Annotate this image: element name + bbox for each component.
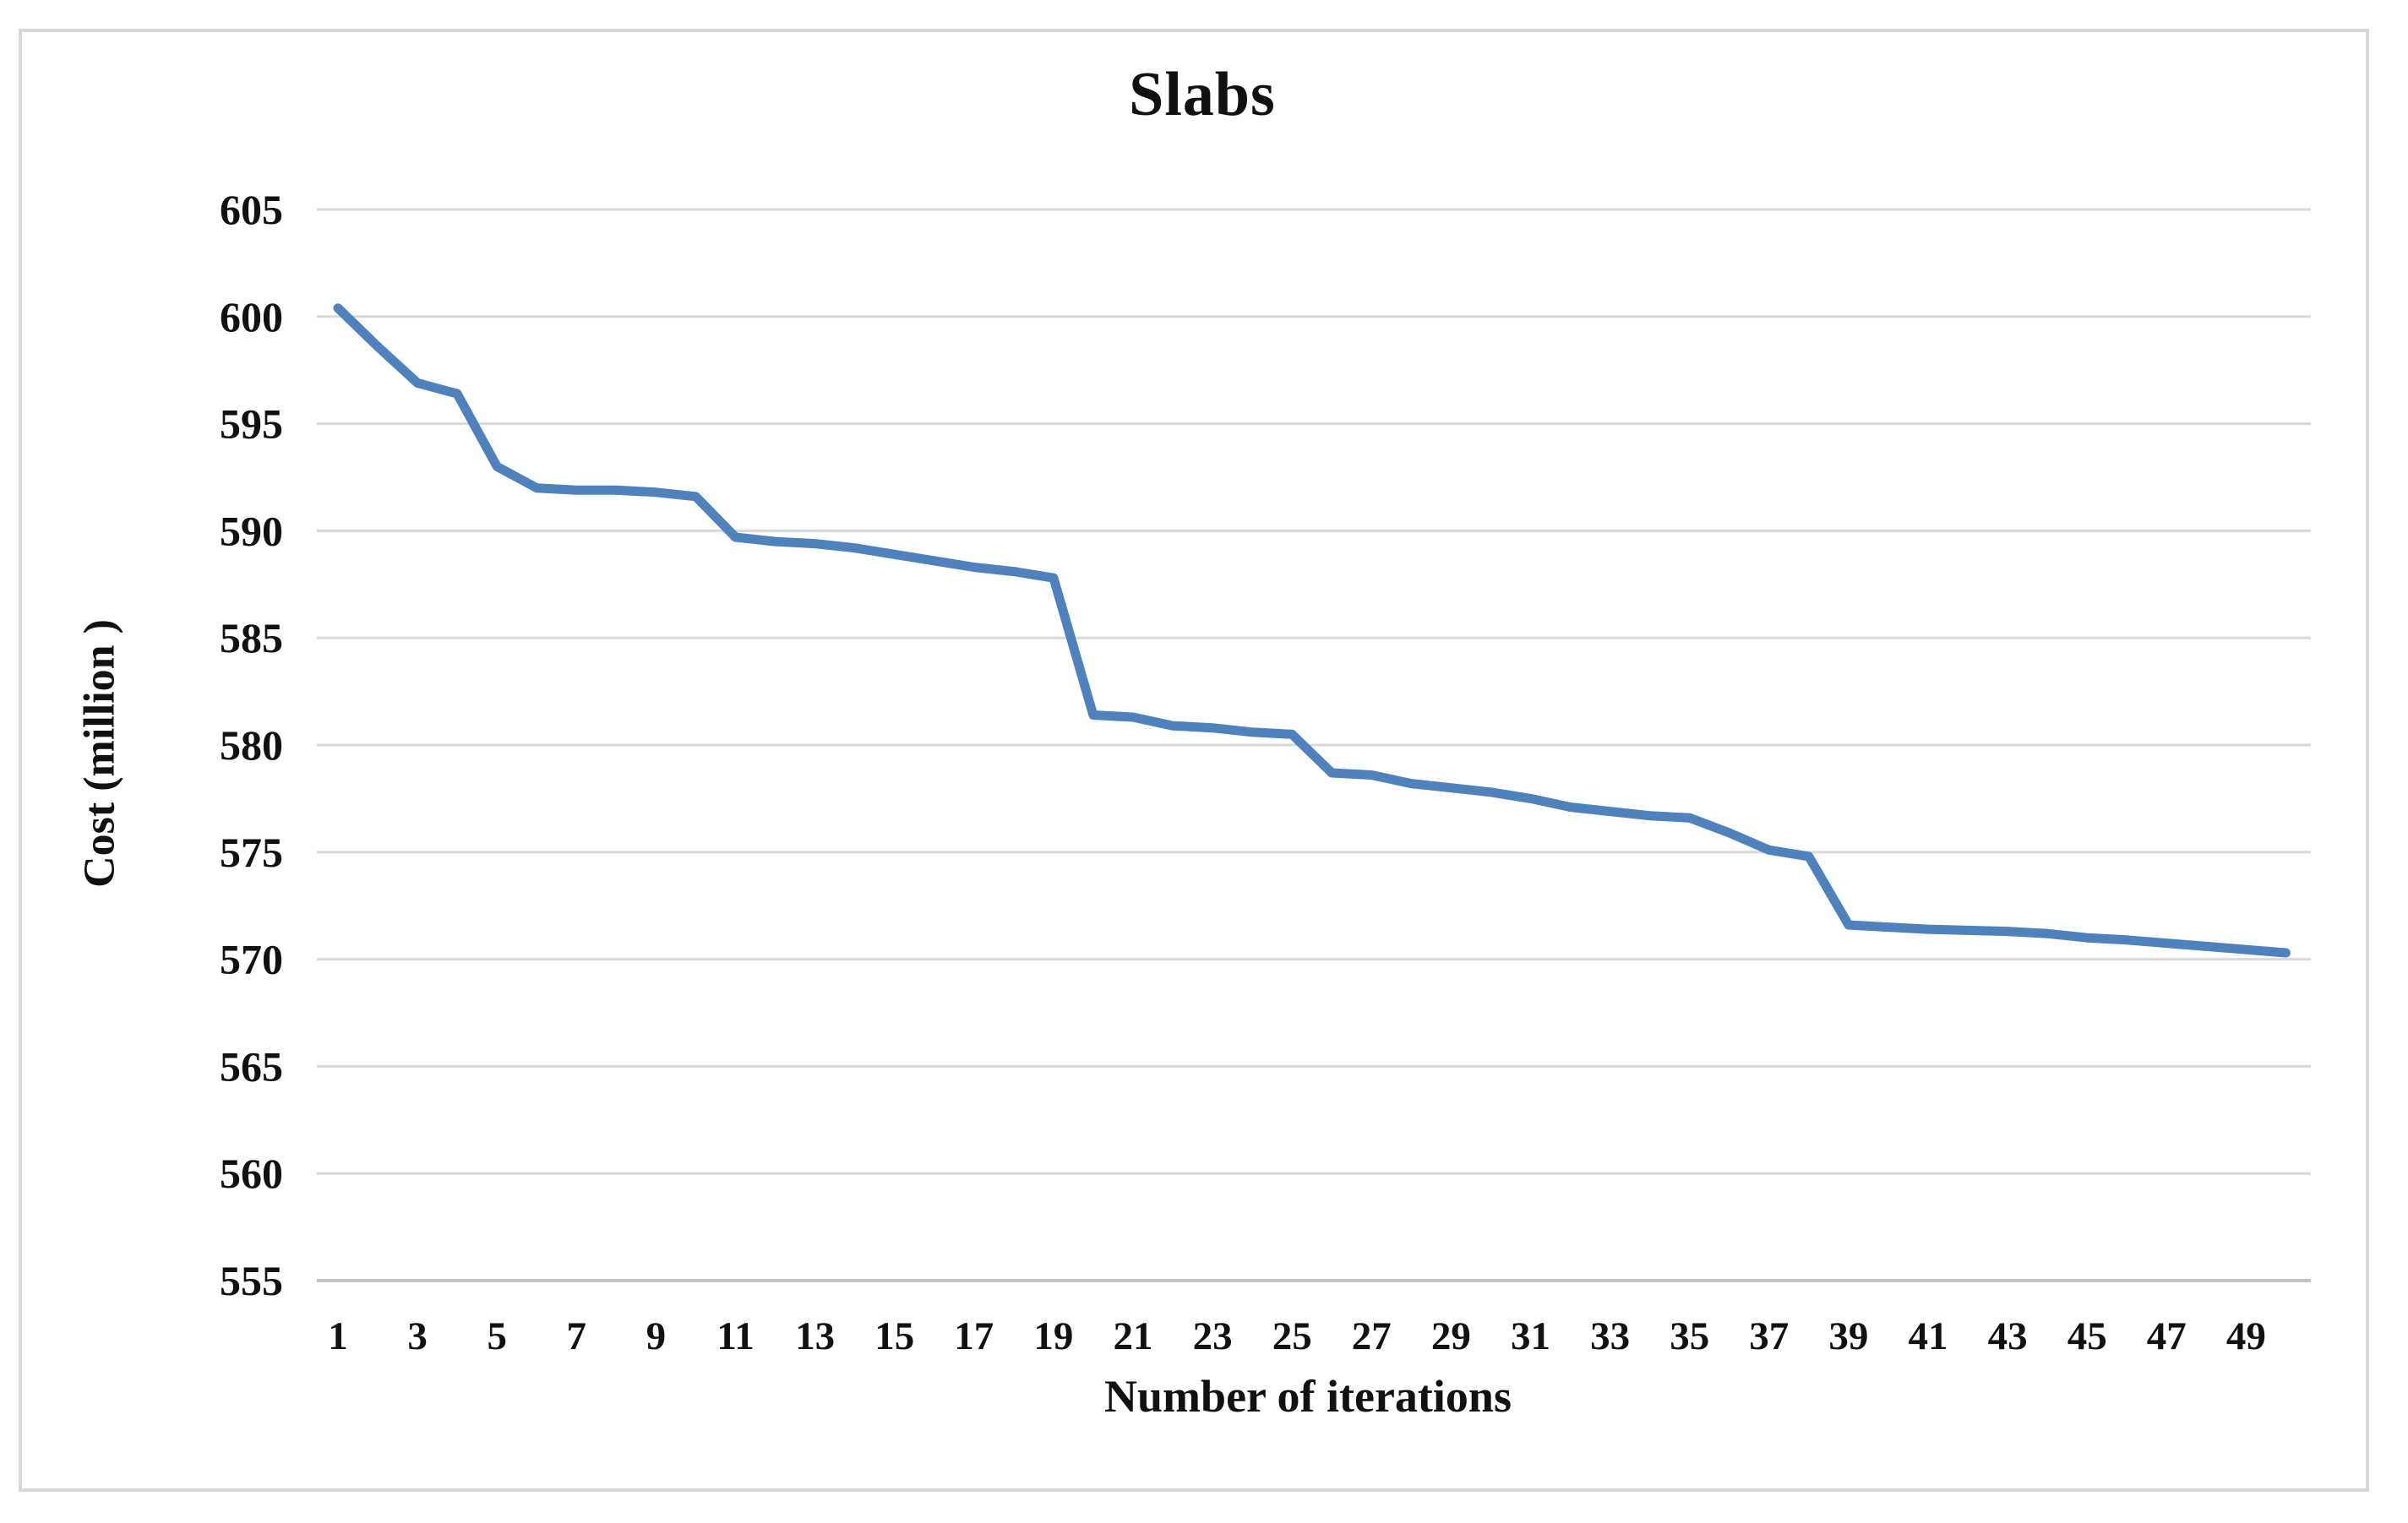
x-tick-label: 25 [1272,1314,1312,1358]
y-tick-label: 570 [220,936,283,983]
x-tick-label: 27 [1352,1314,1392,1358]
y-tick-label: 555 [220,1257,283,1304]
x-tick-label: 43 [1988,1314,2028,1358]
gridlines [317,208,2311,1282]
x-tick-label: 13 [795,1314,835,1358]
x-tick-label: 29 [1431,1314,1471,1358]
x-tick-label: 41 [1909,1314,1948,1358]
y-axis-tick-labels: 605 600 595 590 585 580 575 570 565 560 555 [220,186,283,1304]
y-axis-title: Cost (million ) [75,619,124,888]
chart-outer-border [19,29,2369,1492]
x-tick-label: 21 [1114,1314,1153,1358]
x-tick-label: 7 [567,1314,587,1358]
x-tick-label: 35 [1670,1314,1709,1358]
x-axis-tick-labels: 1 3 5 7 9 11 13 15 17 19 21 23 25 27 29 31 33 35 37 39 41 43 4… [328,1314,2266,1358]
y-tick-label: 605 [220,186,283,233]
y-tick-label: 595 [220,400,283,448]
y-tick-label: 580 [220,721,283,769]
x-tick-label: 45 [2068,1314,2107,1358]
x-tick-label: 31 [1511,1314,1550,1358]
y-tick-label: 585 [220,614,283,661]
x-tick-label: 23 [1193,1314,1233,1358]
x-tick-label: 11 [716,1314,754,1358]
x-tick-label: 15 [874,1314,914,1358]
y-tick-label: 600 [220,293,283,340]
x-tick-label: 49 [2226,1314,2266,1358]
y-tick-label: 590 [220,507,283,554]
chart-title: Slabs [1129,60,1276,129]
y-tick-label: 575 [220,829,283,876]
y-tick-label: 565 [220,1042,283,1090]
x-tick-label: 19 [1033,1314,1073,1358]
x-tick-label: 39 [1828,1314,1868,1358]
x-tick-label: 5 [487,1314,507,1358]
x-tick-label: 33 [1590,1314,1630,1358]
x-axis-title: Number of iterations [1104,1371,1512,1422]
x-tick-label: 9 [646,1314,667,1358]
y-tick-label: 560 [220,1150,283,1197]
x-tick-label: 47 [2147,1314,2187,1358]
x-tick-label: 37 [1749,1314,1789,1358]
cost-line-series [333,303,2291,958]
x-tick-label: 3 [407,1314,428,1358]
x-tick-label: 17 [954,1314,994,1358]
x-tick-label: 1 [328,1314,348,1358]
